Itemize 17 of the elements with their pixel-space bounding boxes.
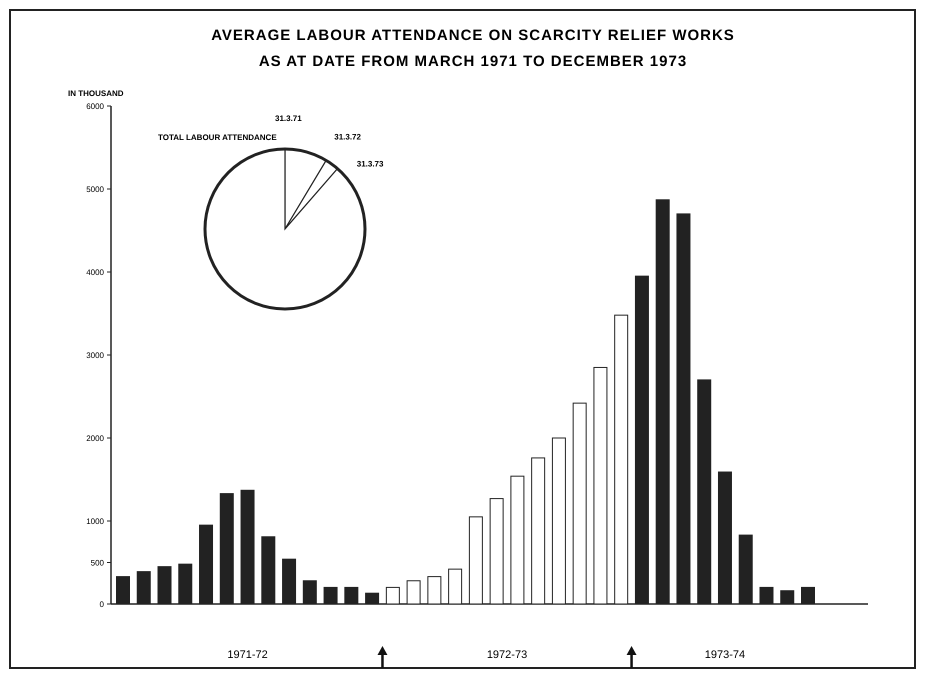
y-tick-label: 4000 — [86, 268, 105, 277]
text: 1972-73 — [486, 649, 528, 661]
y-axis-title: IN THOUSAND — [68, 89, 124, 98]
y-tick-label: 1000 — [86, 517, 105, 526]
text: 1971-72 — [227, 649, 268, 661]
chart-title: TOTAL LABOUR ATTENDANCE — [158, 133, 278, 142]
chart-title: AVERAGE LABOUR ATTENDANCE ON SCARCITY RELIEF WORKS AS AT DATE FROM MARCH 1971 TO DECEMBER 1973 — [211, 27, 735, 70]
annotation: 31.3.73 — [356, 160, 384, 169]
y-tick-label: 6000 — [86, 102, 105, 111]
text: 1973-74 — [704, 649, 746, 661]
annotation: 31.3.72 — [334, 132, 362, 142]
y-tick-label: 3000 — [86, 351, 105, 360]
y-tick-label: 0 — [100, 600, 105, 609]
y-tick-label: 2000 — [86, 434, 105, 443]
y-tick-label: 5000 — [86, 185, 105, 194]
annotation: 31.3.71 — [275, 114, 302, 123]
y-tick-label: 500 — [90, 558, 105, 568]
